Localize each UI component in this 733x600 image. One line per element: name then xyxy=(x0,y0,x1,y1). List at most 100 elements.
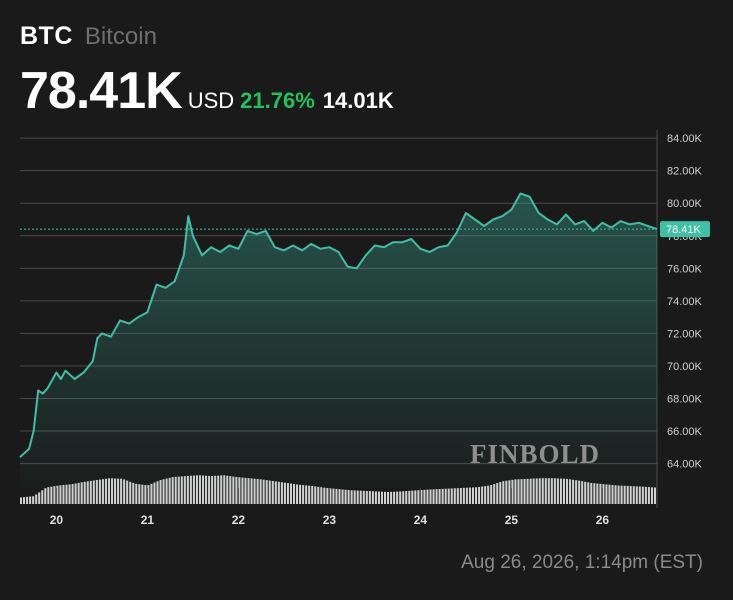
volume-bar xyxy=(611,484,614,504)
volume-bar xyxy=(126,480,129,504)
volume-bar xyxy=(50,486,53,504)
volume-bar xyxy=(496,483,499,504)
volume-bar xyxy=(411,490,414,504)
volume-bar xyxy=(308,485,311,504)
volume-bar xyxy=(405,491,408,504)
y-tick-label: 74.00K xyxy=(667,296,703,308)
volume-bar xyxy=(101,479,104,504)
y-tick-label: 72.00K xyxy=(667,328,703,340)
volume-bar xyxy=(147,485,150,504)
volume-bar xyxy=(302,485,305,504)
volume-bar xyxy=(399,491,402,504)
volume-bar xyxy=(544,478,547,504)
volume-bar xyxy=(623,485,626,504)
y-tick-label: 66.00K xyxy=(667,426,703,438)
volume-bar xyxy=(141,484,144,504)
volume-bar xyxy=(520,479,523,504)
volume-bar xyxy=(259,479,262,504)
volume-bar xyxy=(41,490,44,504)
volume-bar xyxy=(80,482,83,504)
volume-bar xyxy=(390,491,393,504)
volume-bar xyxy=(635,486,638,504)
y-tick-label: 64.00K xyxy=(667,459,703,471)
volume-bar xyxy=(368,491,371,504)
volume-bar xyxy=(198,475,201,504)
price-area xyxy=(19,192,658,488)
volume-bar xyxy=(320,487,323,504)
volume-bar xyxy=(484,486,487,504)
volume-bar xyxy=(220,475,223,504)
volume-bar xyxy=(362,490,365,504)
volume-bar xyxy=(650,487,653,504)
volume-bar xyxy=(208,475,211,504)
volume-bar xyxy=(289,483,292,504)
volume-bar xyxy=(344,489,347,504)
volume-bar xyxy=(120,478,123,504)
volume-bar xyxy=(638,486,641,504)
volume-bar xyxy=(338,489,341,504)
volume-bar xyxy=(423,489,426,504)
x-tick-label: 25 xyxy=(505,513,519,527)
volume-bar xyxy=(153,482,156,504)
ticker-symbol: BTC xyxy=(20,22,73,50)
volume-bar xyxy=(256,478,259,504)
volume-bar xyxy=(223,475,226,504)
volume-bar xyxy=(253,478,256,504)
volume-bar xyxy=(490,485,493,504)
volume-bar xyxy=(629,486,632,504)
volume-bar xyxy=(617,485,620,504)
volume-bar xyxy=(562,478,565,504)
volume-bar xyxy=(475,487,478,504)
volume-bar xyxy=(626,485,629,504)
volume-bar xyxy=(556,478,559,504)
y-tick-label: 76.00K xyxy=(667,263,703,275)
volume-bar xyxy=(514,479,517,504)
volume-bar xyxy=(414,490,417,504)
volume-bar xyxy=(420,489,423,504)
volume-bar xyxy=(593,483,596,504)
volume-bar xyxy=(271,480,274,504)
x-tick-label: 23 xyxy=(323,513,337,527)
volume-bar xyxy=(347,490,350,504)
volume-bar xyxy=(132,482,135,504)
volume-bar xyxy=(35,494,38,504)
volume-bar xyxy=(453,488,456,504)
volume-bar xyxy=(359,490,362,504)
volume-bar xyxy=(647,487,650,504)
y-tick-label: 68.00K xyxy=(667,394,703,406)
volume-bar xyxy=(465,487,468,504)
volume-bar xyxy=(129,481,132,504)
volume-bar xyxy=(499,482,502,504)
volume-bar xyxy=(350,490,353,504)
x-tick-label: 24 xyxy=(414,513,428,527)
volume-bar xyxy=(462,487,465,504)
volume-bar xyxy=(444,488,447,504)
volume-bar xyxy=(502,481,505,504)
volume-bar xyxy=(165,478,168,504)
volume-bar xyxy=(329,488,332,504)
volume-bar xyxy=(186,475,189,504)
volume-bar xyxy=(605,484,608,504)
y-tick-label: 80.00K xyxy=(667,198,703,210)
volume-bar xyxy=(505,480,508,504)
volume-bar xyxy=(62,484,65,504)
volume-bar xyxy=(238,477,241,504)
volume-bar xyxy=(202,475,205,504)
volume-bar xyxy=(135,483,138,504)
volume-bar xyxy=(387,491,390,504)
volume-bar xyxy=(123,479,126,504)
volume-bar xyxy=(74,483,77,504)
volume-bar xyxy=(487,485,490,504)
volume-bar xyxy=(226,475,229,504)
volume-bar xyxy=(323,487,326,504)
price-area-fill xyxy=(20,193,657,488)
volume-bar xyxy=(195,475,198,504)
volume-bar xyxy=(180,476,183,504)
volume-bar xyxy=(232,476,235,504)
volume-bar xyxy=(111,478,114,504)
volume-bar xyxy=(632,486,635,504)
volume-bar xyxy=(620,485,623,504)
volume-bar xyxy=(596,483,599,504)
y-tick-label: 84.00K xyxy=(667,133,703,145)
